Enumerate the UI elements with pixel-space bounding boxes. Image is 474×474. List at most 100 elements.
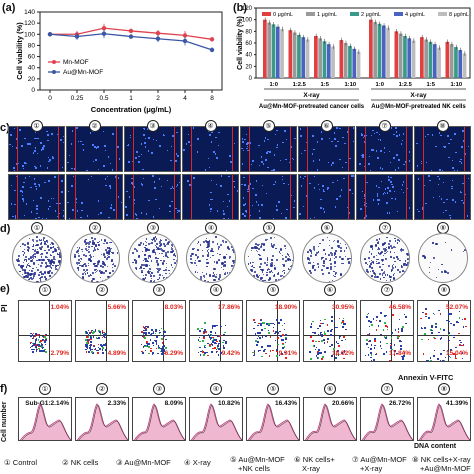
flow-dot: [39, 350, 42, 353]
flow-dot: [43, 348, 46, 351]
colony-dot: [259, 254, 261, 257]
flow-dot: [425, 313, 427, 315]
colony-dish: [128, 233, 178, 283]
flow-dot: [424, 327, 427, 329]
flow-dot: [38, 347, 40, 350]
cell-dot: [296, 164, 297, 166]
flow-dot: [439, 327, 442, 330]
dna-histogram: 20.66%: [303, 397, 357, 441]
colony-dot: [73, 253, 75, 255]
colony-dot: [85, 265, 87, 268]
colony-dot: [96, 269, 98, 272]
colony-dot: [105, 251, 109, 254]
flow-dot: [211, 344, 214, 346]
colony-dot: [153, 280, 156, 282]
colony-dot: [255, 274, 258, 277]
bar-6-4: [437, 47, 441, 78]
flow-dot: [161, 342, 164, 344]
cell-dot: [442, 211, 445, 214]
colony-dot: [194, 271, 197, 274]
colony-dot: [443, 270, 447, 273]
colony-dot: [37, 248, 39, 250]
cell-dot: [97, 213, 100, 216]
legend-swatch-b: [394, 12, 403, 16]
colony-dot: [154, 236, 157, 238]
cell-dot: [378, 133, 381, 136]
colony-dot: [149, 274, 151, 276]
colony-dot: [268, 277, 271, 280]
cell-dot: [227, 217, 230, 219]
cell-dot: [391, 197, 393, 200]
colony-dot: [197, 249, 199, 251]
colony-dot: [196, 257, 199, 259]
flow-dot: [278, 354, 281, 357]
flow-dot: [32, 350, 35, 353]
flow-dot: [161, 352, 163, 355]
colony-dot: [104, 270, 106, 272]
flow-dot: [199, 340, 201, 343]
colony-dot: [50, 274, 52, 277]
condition-number: ④: [210, 383, 222, 395]
colony-dot: [212, 268, 215, 271]
cell-dot: [401, 139, 404, 142]
colony-dot: [261, 268, 264, 272]
colony-dot: [150, 259, 153, 262]
colony-dot: [230, 246, 233, 248]
flow-dot: [157, 352, 159, 355]
colony-dot: [270, 261, 274, 265]
colony-dot: [166, 256, 168, 258]
condition-number: ⑤: [263, 222, 275, 234]
colony-dot: [253, 246, 256, 249]
cell-dot: [451, 159, 454, 162]
cell-dot: [142, 127, 145, 130]
flow-dot: [203, 354, 205, 356]
flow-dot: [261, 345, 264, 348]
flow-dot: [400, 348, 402, 350]
flow-dot: [97, 337, 99, 340]
flow-dot: [373, 347, 376, 349]
colony-dot: [268, 278, 271, 282]
colony-dot: [27, 250, 29, 252]
flow-dot: [403, 355, 405, 357]
bar-6-1: [424, 39, 428, 78]
cell-dot: [283, 182, 285, 185]
flow-dot: [33, 348, 35, 351]
cell-dot: [61, 166, 64, 169]
colony-dot: [371, 260, 373, 262]
colony-dot: [278, 251, 280, 253]
legend-marker-a: [52, 60, 56, 64]
colony-dot: [267, 259, 269, 261]
quadrant-line-h: [76, 335, 128, 337]
colony-dot: [143, 267, 145, 270]
colony-dot: [212, 272, 214, 274]
bar-0-3: [275, 26, 280, 79]
condition-number: ⑥: [320, 120, 333, 132]
colony-dot: [312, 247, 315, 251]
cell-dot: [439, 169, 441, 171]
cell-dot: [337, 140, 339, 143]
colony-dot: [383, 276, 386, 279]
bar-1-0: [288, 30, 293, 79]
cell-dot: [469, 197, 470, 199]
colony-dot: [402, 270, 404, 272]
flow-dot: [314, 348, 317, 351]
scratch-line: [290, 175, 292, 219]
cell-dot: [361, 154, 363, 157]
colony-dot: [383, 250, 387, 253]
colony-dot: [451, 249, 453, 251]
flow-dot: [461, 357, 464, 360]
flow-dot: [223, 347, 225, 349]
colony-dot: [432, 242, 434, 244]
cell-dot: [403, 163, 405, 166]
colony-dot: [256, 251, 258, 253]
colony-dot: [108, 253, 111, 255]
colony-dot: [111, 266, 114, 269]
colony-dot: [23, 248, 25, 250]
cell-dot: [264, 137, 267, 139]
histogram-svg: [418, 403, 470, 440]
cell-dot: [22, 186, 24, 188]
colony-dot: [57, 264, 59, 267]
cell-dot: [216, 210, 219, 212]
flow-dot: [257, 350, 260, 352]
cell-dot: [438, 178, 441, 180]
